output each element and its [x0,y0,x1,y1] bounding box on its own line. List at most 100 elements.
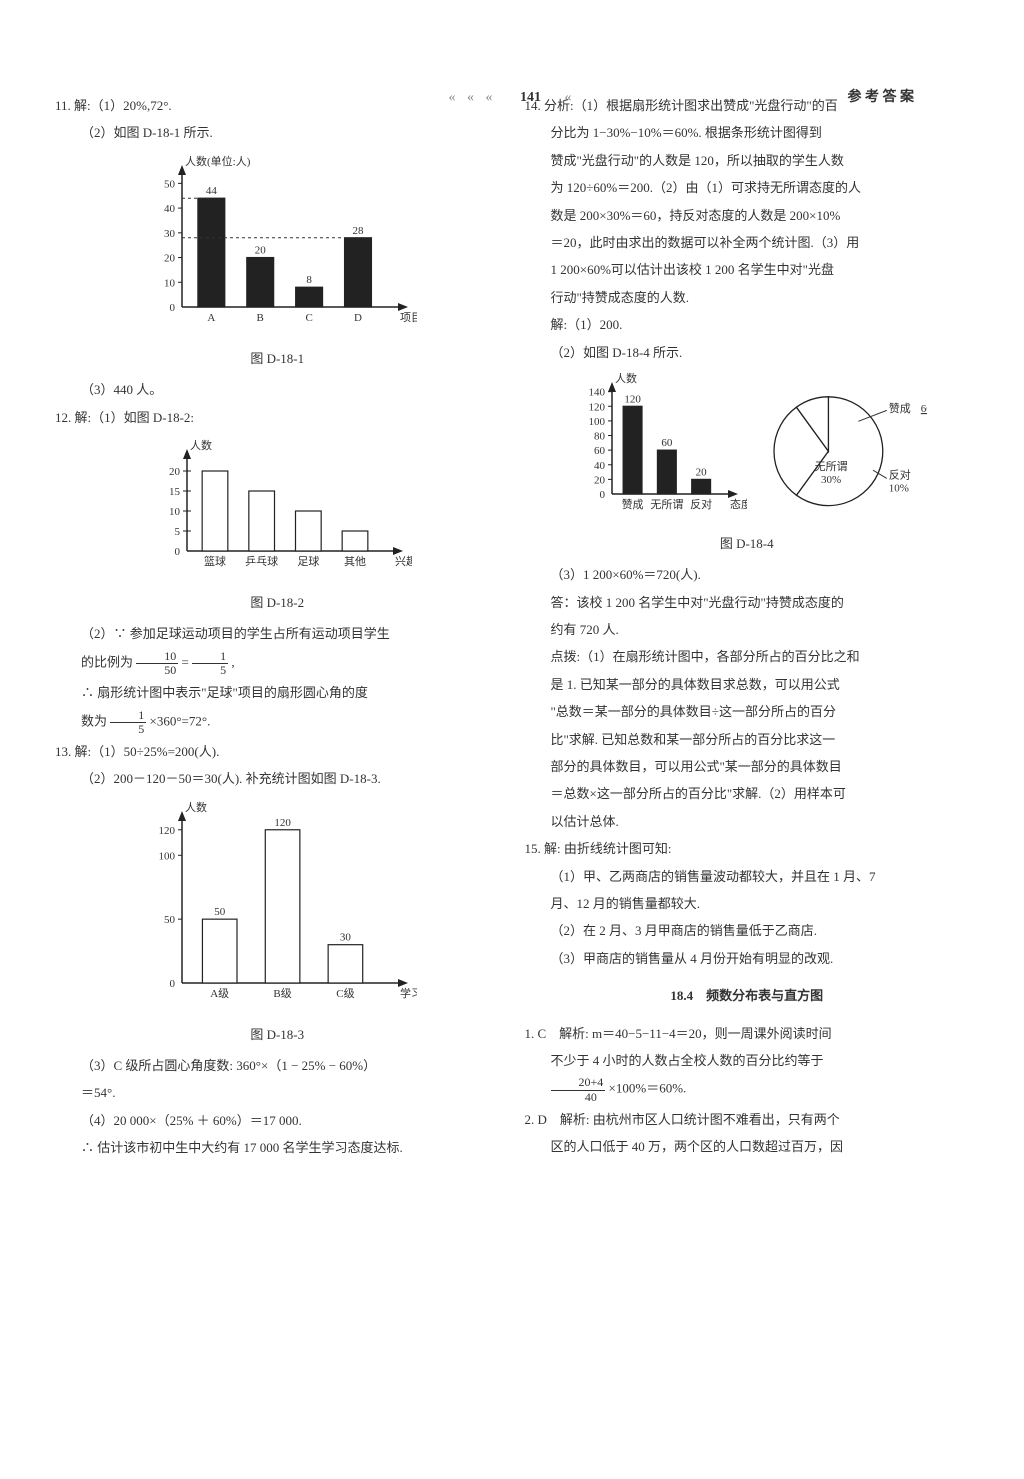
q15-l1: 15. 解: 由折线统计图可知: [525,837,970,860]
q11-line2: （2）如图 D-18-1 所示. [55,121,500,144]
svg-text:10: 10 [164,277,176,289]
q13-line4: ＝54°. [55,1081,500,1104]
svg-text:60: 60 [594,445,606,457]
svg-text:C: C [306,312,313,324]
header-deco-right: « [565,90,576,105]
svg-text:15: 15 [169,486,181,498]
q15-l2: （1）甲、乙两商店的销售量波动都较大，并且在 1 月、7 [525,865,970,888]
q14-p6: ＝20，此时由求出的数据可以补全两个统计图.（3）用 [525,231,970,254]
q14-sol4: 答：该校 1 200 名学生中对"光盘行动"持赞成态度的 [525,591,970,614]
s18-q1-l1: 1. C 解析: m＝40−5−11−4＝20，则一周课外阅读时间 [525,1022,970,1045]
svg-text:C级: C级 [337,987,355,1000]
svg-text:10%: 10% [889,482,909,494]
q12-line1: 12. 解:（1）如图 D-18-2: [55,406,500,429]
q14-pt5: 部分的具体数目，可以用公式"某一部分的具体数目 [525,755,970,778]
q14-sol2: （2）如图 D-18-4 所示. [525,341,970,364]
fig-label-18-1: 图 D-18-1 [55,347,500,370]
svg-text:乒乓球: 乒乓球 [245,554,278,568]
svg-text:A: A [208,312,216,324]
frac-1-5b: 15 [110,709,146,736]
header-section-label: 参 考 答 案 [848,85,915,110]
header-deco-left: « « « [449,90,497,105]
svg-text:赞成: 赞成 [889,402,911,415]
q14-sol5: 约有 720 人. [525,618,970,641]
q12-line2: （2）∵ 参加足球运动项目的学生占所有运动项目学生 [55,622,500,645]
q14-p7: 1 200×60%可以估计出该校 1 200 名学生中对"光盘 [525,258,970,281]
chart-d18-4-pie: 赞成 60%无所谓30%反对10% [757,368,927,528]
svg-text:0: 0 [599,489,605,501]
svg-text:50: 50 [164,914,176,926]
q12-line3: 的比例为 1050 = 15 , [55,650,500,677]
q14-p5: 数是 200×30%＝60，持反对态度的人数是 200×10% [525,204,970,227]
fig-label-18-3: 图 D-18-3 [55,1023,500,1046]
frac-24-40: 20+440 [551,1076,606,1103]
page-body: 11. 解:（1）20%,72°. （2）如图 D-18-1 所示. 10203… [0,0,1024,1204]
q14-pt3: "总数＝某一部分的具体数目÷这一部分所占的百分 [525,700,970,723]
fig-label-18-4: 图 D-18-4 [525,532,970,555]
q14-pt7: 以估计总体. [525,810,970,833]
q13-line1: 13. 解:（1）50÷25%=200(人). [55,740,500,763]
chart-d18-1: 1020304050人数(单位:人)项目044A20B8C28D [137,151,417,341]
svg-text:人数: 人数 [190,439,212,452]
q12-line5: 数为 15 ×360°=72°. [55,709,500,736]
q12-line3-pre: 的比例为 [81,654,133,669]
svg-text:80: 80 [594,430,606,442]
q15-l5: （3）甲商店的销售量从 4 月份开始有明显的改观. [525,947,970,970]
q12-line4: ∴ 扇形统计图中表示"足球"项目的扇形圆心角的度 [55,681,500,704]
svg-text:20: 20 [594,474,606,486]
svg-text:人数: 人数 [615,372,637,385]
svg-text:40: 40 [164,203,176,215]
q15-l3: 月、12 月的销售量都较大. [525,892,970,915]
left-column: 11. 解:（1）20%,72°. （2）如图 D-18-1 所示. 10203… [55,90,500,1164]
eq-sign: = [182,654,189,669]
q14-sol1: 解:（1）200. [525,313,970,336]
chart-d18-3: 50100120人数学习态度层级050A级120B级30C级 [137,797,417,1017]
s18-q1-l3: 20+440 ×100%＝60%. [525,1076,970,1103]
right-column: 14. 分析:（1）根据扇形统计图求出赞成"光盘行动"的百 分比为 1−30%−… [525,90,970,1164]
q14-p2: 分比为 1−30%−10%＝60%. 根据条形统计图得到 [525,121,970,144]
svg-text:28: 28 [353,225,365,237]
svg-text:20: 20 [164,252,176,264]
q15-l4: （2）在 2 月、3 月甲商店的销售量低于乙商店. [525,919,970,942]
q13-line6: ∴ 估计该市初中生中大约有 17 000 名学生学习态度达标. [55,1136,500,1159]
svg-text:120: 120 [588,401,605,413]
svg-text:其他: 其他 [344,555,366,568]
svg-text:学习态度层级: 学习态度层级 [400,986,417,1000]
svg-text:态度: 态度 [730,497,747,511]
svg-text:40: 40 [594,460,606,472]
svg-text:0: 0 [170,302,176,314]
svg-text:120: 120 [624,393,641,405]
s18-q1-l2: 不少于 4 小时的人数占全校人数的百分比约等于 [525,1049,970,1072]
svg-text:人数(单位:人): 人数(单位:人) [185,154,251,168]
s18-q2-l2: 区的人口低于 40 万，两个区的人口数超过百万，因 [525,1135,970,1158]
chart-d18-2: 5101520人数兴趣爱好0篮球乒乓球足球其他 [142,435,412,585]
svg-text:A级: A级 [210,987,229,1000]
q14-p4: 为 120÷60%＝200.（2）由（1）可求持无所谓态度的人 [525,176,970,199]
svg-text:50: 50 [214,906,226,918]
q11-line3: （3）440 人。 [55,378,500,401]
svg-text:8: 8 [307,274,313,286]
svg-text:反对: 反对 [690,497,712,511]
svg-text:B级: B级 [274,987,292,1000]
fig-label-18-2: 图 D-18-2 [55,591,500,614]
svg-text:140: 140 [588,387,605,399]
q14-pt1: 点拨:（1）在扇形统计图中，各部分所占的百分比之和 [525,645,970,668]
svg-text:项目: 项目 [400,311,417,324]
comma: , [231,654,234,669]
svg-text:20: 20 [169,466,181,478]
svg-text:30%: 30% [821,474,841,486]
svg-text:人数: 人数 [185,801,207,814]
q13-line2: （2）200－120－50＝30(人). 补充统计图如图 D-18-3. [55,767,500,790]
q14-pt2: 是 1. 已知某一部分的具体数目求总数，可以用公式 [525,673,970,696]
page-number: 141 [500,85,561,110]
q12-line5-pre: 数为 [81,713,107,728]
q13-line5: （4）20 000×（25% ＋ 60%）＝17 000. [55,1109,500,1132]
svg-text:赞成: 赞成 [621,498,643,511]
svg-text:无所谓: 无所谓 [650,498,683,511]
s18-q1-end: ×100%＝60%. [609,1081,687,1096]
svg-text:20: 20 [255,244,267,256]
svg-text:0: 0 [175,546,181,558]
svg-text:篮球: 篮球 [204,554,226,568]
q12-line5-end: ×360°=72°. [150,713,211,728]
svg-text:B: B [257,312,264,324]
